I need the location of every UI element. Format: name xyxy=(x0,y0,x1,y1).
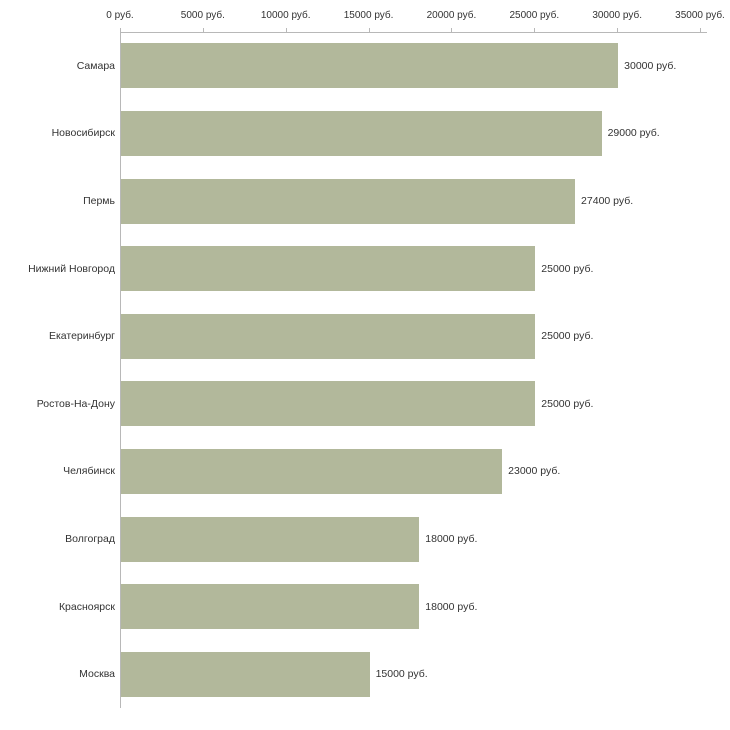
category-label: Пермь xyxy=(83,195,115,207)
category-label: Екатеринбург xyxy=(48,330,115,343)
category-label: Волгоград xyxy=(65,533,115,545)
category-label: Ростов-На-Дону xyxy=(36,397,115,410)
x-tick-mark xyxy=(617,28,619,32)
x-tick-label: 5000 руб. xyxy=(180,10,225,21)
x-tick-label: 25000 руб. xyxy=(509,10,560,21)
bar-9 xyxy=(121,584,420,630)
x-tick-label: 30000 руб. xyxy=(592,10,642,21)
value-label: 25000 руб. xyxy=(541,330,594,343)
value-label: 25000 руб. xyxy=(541,262,594,275)
x-tick-mark xyxy=(700,28,701,32)
value-label: 23000 руб. xyxy=(508,465,561,478)
bar-7 xyxy=(121,448,503,494)
x-tick-mark xyxy=(120,28,121,32)
value-label: 27400 руб. xyxy=(581,195,634,207)
x-tick-mark xyxy=(368,28,370,32)
x-axis-line xyxy=(120,32,707,33)
bar-6 xyxy=(121,381,536,427)
bar-3 xyxy=(121,178,576,224)
bar-8 xyxy=(121,516,420,562)
bar-1 xyxy=(121,43,619,89)
bar-2 xyxy=(121,110,602,156)
category-label: Челябинск xyxy=(63,465,115,478)
category-label: Красноярск xyxy=(58,600,115,613)
value-label: 30000 руб. xyxy=(624,59,677,72)
x-tick-mark xyxy=(202,28,204,32)
x-tick-mark xyxy=(451,28,453,32)
x-tick-label: 20000 руб. xyxy=(426,10,477,21)
x-tick-label: 0 руб. xyxy=(106,10,134,21)
bar-4 xyxy=(121,246,536,292)
x-tick-mark xyxy=(534,28,536,32)
category-label: Нижний Новгород xyxy=(28,262,115,275)
value-label: 18000 руб. xyxy=(425,600,478,613)
value-label: 25000 руб. xyxy=(541,397,594,410)
x-tick-mark xyxy=(285,28,287,32)
value-label: 18000 руб. xyxy=(425,533,478,545)
x-tick-label: 10000 руб. xyxy=(260,10,311,21)
category-label: Москва xyxy=(79,668,115,681)
y-axis-line xyxy=(120,32,121,708)
x-tick-label: 15000 руб. xyxy=(343,10,394,21)
bar-10 xyxy=(121,651,370,697)
x-tick-label: 35000 руб. xyxy=(675,10,725,21)
value-label: 29000 руб. xyxy=(607,127,660,140)
category-label: Самара xyxy=(76,59,115,72)
bar-5 xyxy=(121,313,536,359)
value-label: 15000 руб. xyxy=(375,668,428,681)
category-label: Новосибирск xyxy=(51,127,115,140)
